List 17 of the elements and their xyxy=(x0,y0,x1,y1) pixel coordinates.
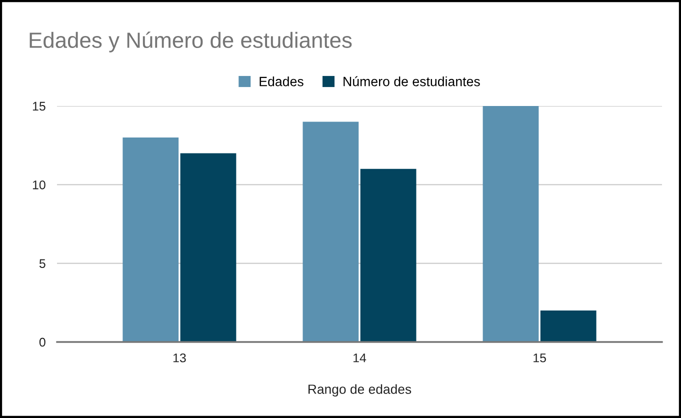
bar xyxy=(180,153,236,342)
y-tick-label: 15 xyxy=(32,102,46,111)
y-tick-label: 0 xyxy=(39,338,46,347)
bar xyxy=(540,310,596,342)
bar xyxy=(302,122,359,342)
y-tick-label: 5 xyxy=(39,259,46,268)
x-axis-title: Rango de edades xyxy=(308,384,412,397)
x-tick-label: 15 xyxy=(534,354,546,362)
x-tick-label: 13 xyxy=(173,353,186,362)
bar xyxy=(360,168,416,342)
chart-title: Edades y Número de estudiantes xyxy=(30,32,352,52)
x-tick-label: 14 xyxy=(354,354,366,362)
legend-label: Edades xyxy=(260,76,304,86)
bar xyxy=(482,106,539,342)
bar xyxy=(122,137,179,342)
y-tick-label: 10 xyxy=(32,180,46,190)
legend-label: Número de estudiantes xyxy=(344,76,480,86)
